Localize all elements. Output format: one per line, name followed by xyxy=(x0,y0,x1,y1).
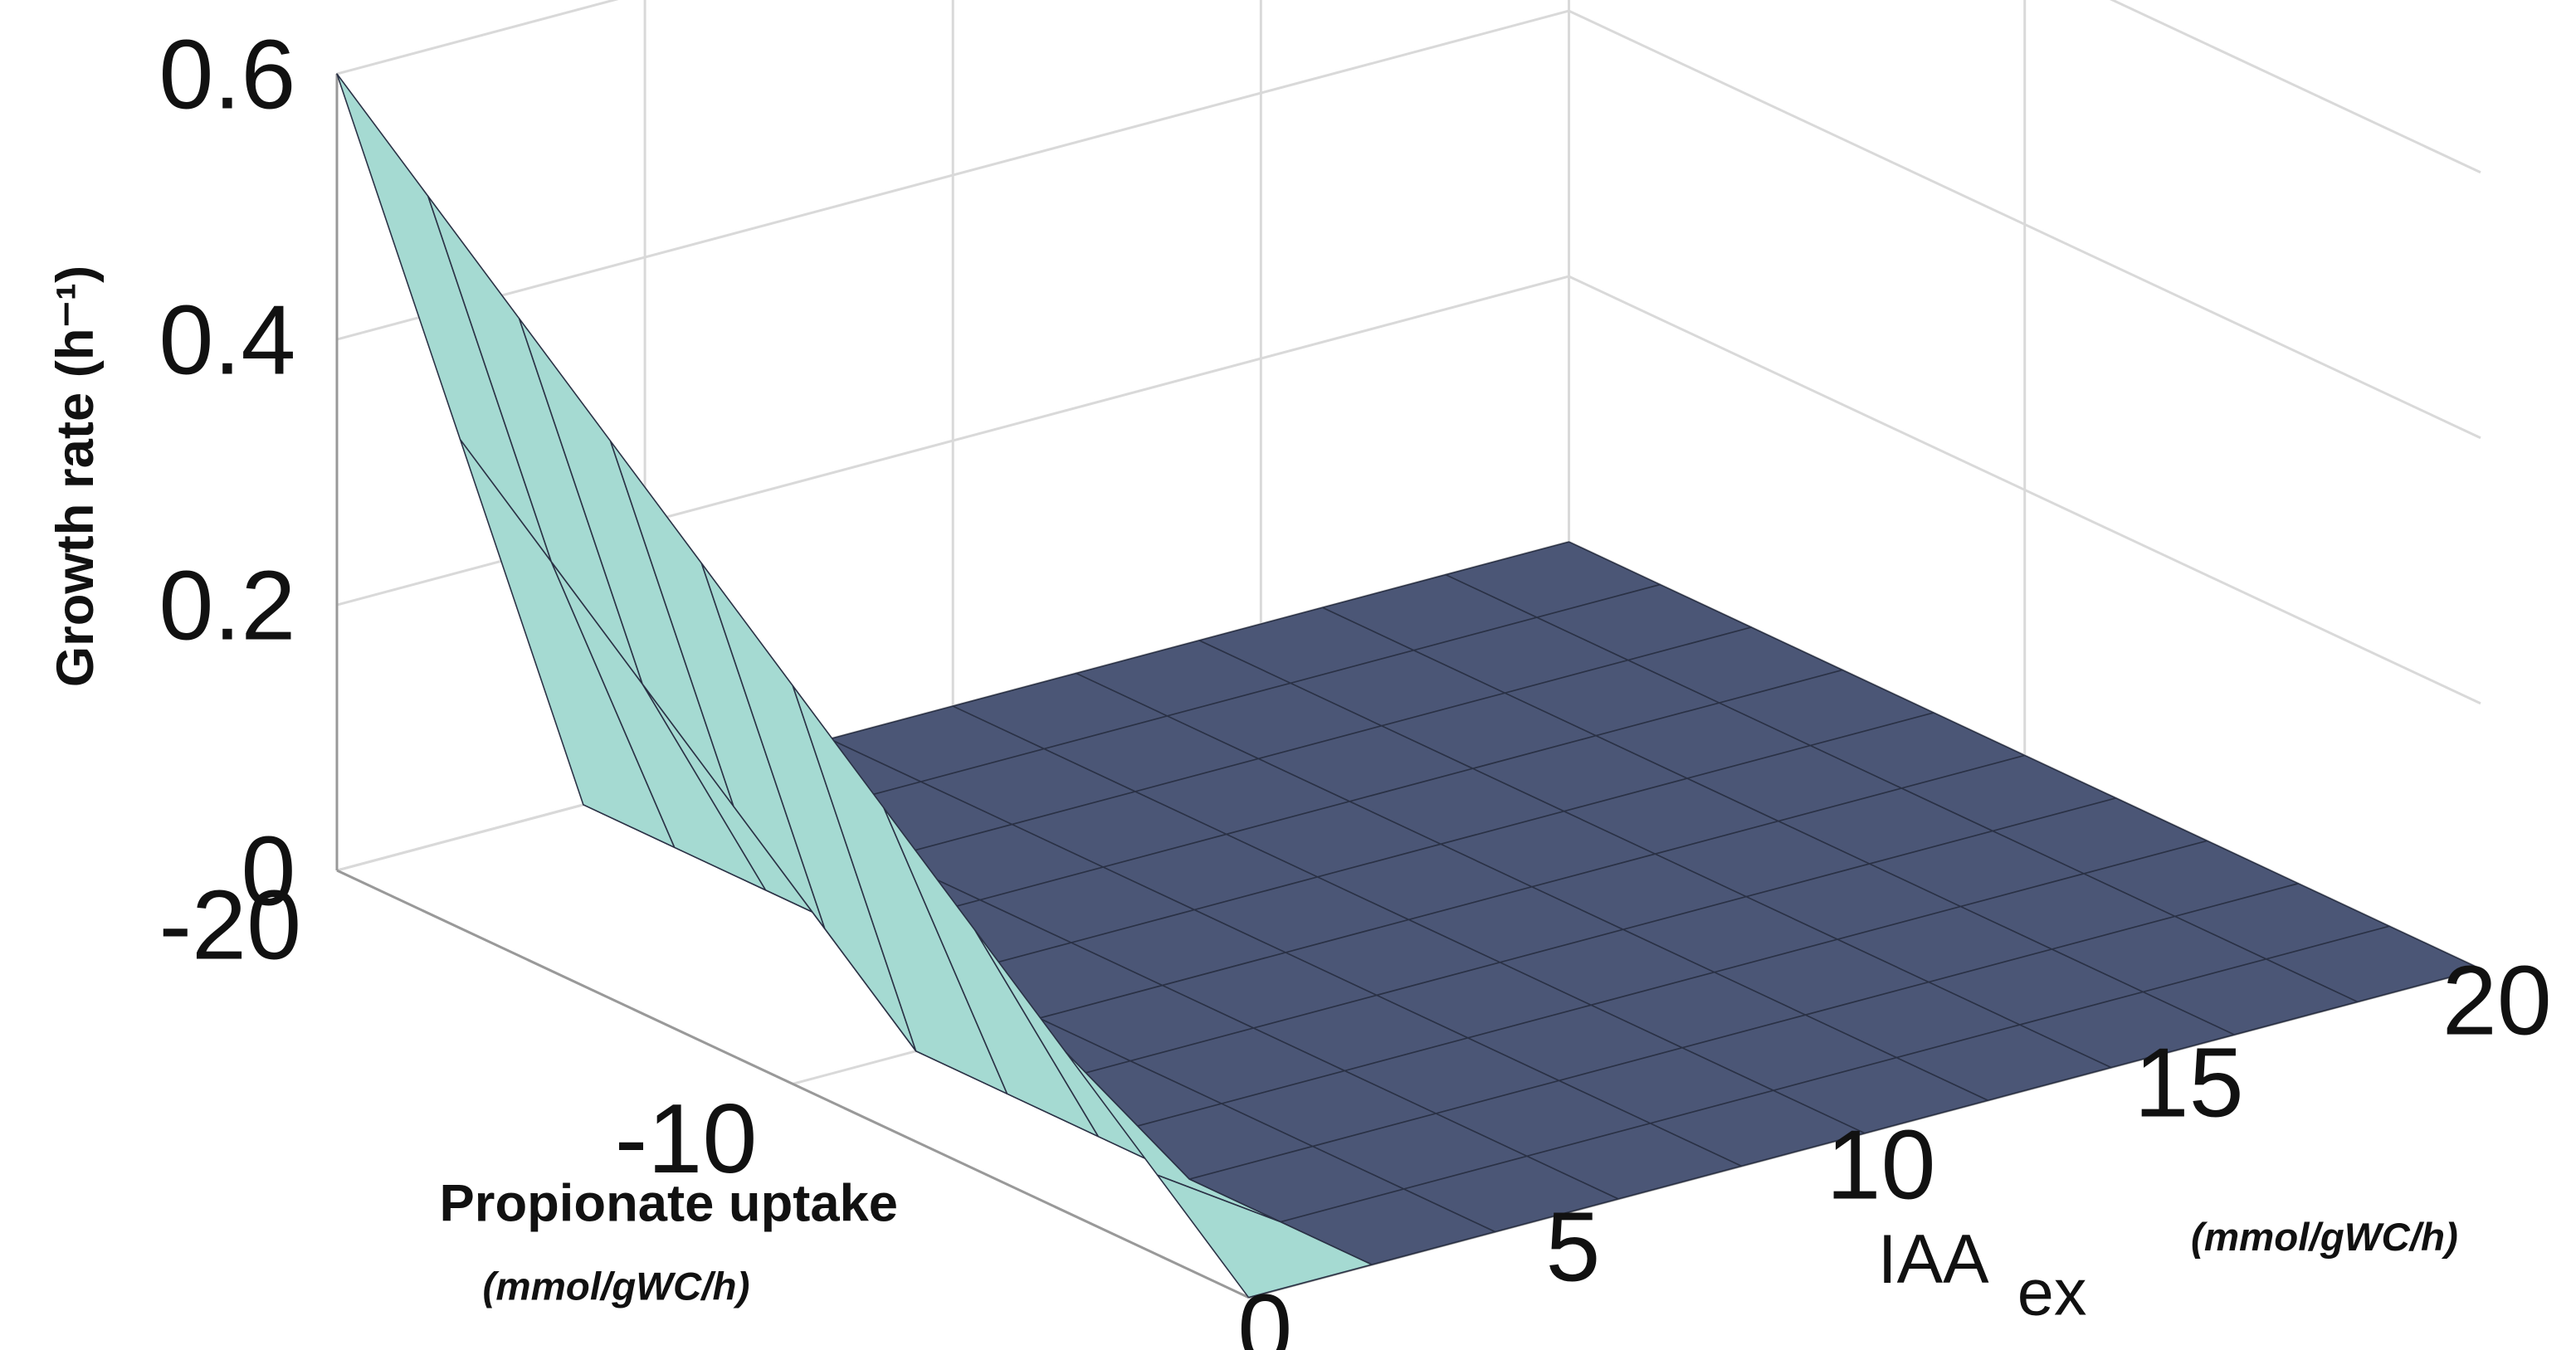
z-axis-label: Growth rate (h⁻¹) xyxy=(46,266,105,687)
x-tick-label: 20 xyxy=(2442,946,2552,1056)
axis-line xyxy=(336,869,1250,1299)
y-axis-label: Propionate uptake xyxy=(440,1175,898,1233)
x-tick-label: 15 xyxy=(2134,1028,2244,1138)
x-tick-label: 5 xyxy=(1545,1192,1600,1303)
z-tick-label: 0.2 xyxy=(159,550,295,660)
x-axis-label-sub: ex xyxy=(2017,1255,2087,1329)
surface xyxy=(336,73,2481,1299)
z-tick-label: 0.4 xyxy=(159,285,295,395)
x-axis-unit: (mmol/gWC/h) xyxy=(2191,1216,2458,1260)
surface-cell xyxy=(1156,1174,1373,1299)
x-tick-label: 10 xyxy=(1826,1110,1935,1221)
z-tick-label: 0.6 xyxy=(159,19,295,129)
y-tick-label: -20 xyxy=(159,870,301,981)
y-axis-unit: (mmol/gWC/h) xyxy=(483,1265,750,1309)
x-tick-label: 0 xyxy=(1237,1274,1292,1350)
x-axis-label: IAA xyxy=(1878,1221,1990,1298)
labels: Growth rate (h⁻¹) Propionate uptake (mmo… xyxy=(46,19,2552,1350)
z-tick-label: 0 xyxy=(241,816,295,926)
grid-line xyxy=(336,0,619,76)
y-tick-label: -10 xyxy=(615,1084,758,1194)
grid-line xyxy=(2109,0,2481,174)
